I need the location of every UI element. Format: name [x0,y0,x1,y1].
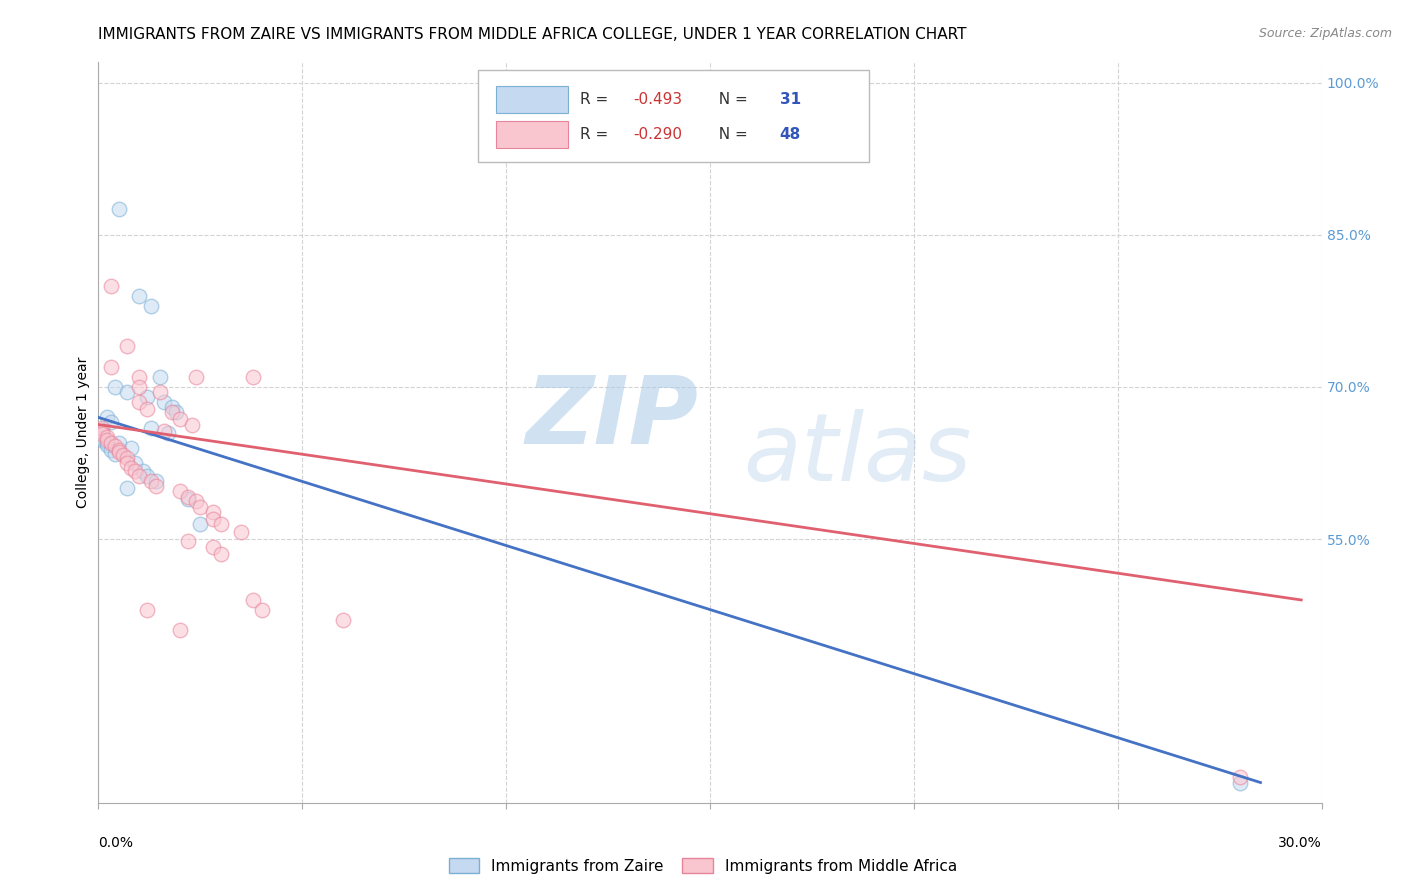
Point [177,534,200,549]
Text: -0.493: -0.493 [633,92,682,107]
FancyBboxPatch shape [478,70,869,162]
Point [108,445,131,459]
Point [136,402,159,417]
Point [115,385,138,400]
Text: Source: ZipAtlas.com: Source: ZipAtlas.com [1258,27,1392,40]
Text: 30.0%: 30.0% [1278,836,1322,850]
Text: R =: R = [581,127,613,142]
Point [1229,771,1251,785]
Text: R =: R = [581,92,613,107]
Point [242,369,264,384]
Point [332,613,354,627]
Point [115,482,138,496]
Point [108,202,131,217]
Point [209,516,232,531]
Point [132,464,155,478]
Point [124,456,146,470]
Point [100,278,122,293]
Point [169,412,191,426]
Point [96,435,118,450]
Point [231,524,253,539]
Point [120,441,142,455]
Point [136,469,159,483]
Point [128,380,150,394]
Point [160,405,183,419]
Point [100,442,122,457]
Text: 48: 48 [780,127,801,142]
Point [169,624,191,638]
Point [201,512,224,526]
Text: 0.0%: 0.0% [98,836,134,850]
Point [145,475,167,489]
Point [149,369,172,384]
Point [141,475,163,489]
Point [201,505,224,519]
Text: -0.290: -0.290 [633,127,682,142]
Point [149,385,172,400]
Point [108,435,131,450]
Point [108,442,131,457]
Text: ZIP: ZIP [526,372,699,464]
Point [120,461,142,475]
Point [136,390,159,404]
Point [128,369,150,384]
Text: atlas: atlas [742,409,972,500]
Point [128,469,150,483]
Point [104,439,127,453]
FancyBboxPatch shape [496,120,568,148]
Point [152,395,174,409]
Point [91,431,114,445]
FancyBboxPatch shape [496,86,568,113]
Text: N =: N = [709,92,752,107]
Point [186,493,208,508]
Point [145,479,167,493]
Point [188,516,212,531]
Y-axis label: College, Under 1 year: College, Under 1 year [76,357,90,508]
Point [111,448,134,462]
Point [209,547,232,561]
Text: N =: N = [709,127,752,142]
Point [100,416,122,430]
Point [188,500,212,514]
Point [104,380,127,394]
Point [91,425,114,439]
Point [91,433,114,447]
Point [96,438,118,452]
Point [115,456,138,470]
Legend: Immigrants from Zaire, Immigrants from Middle Africa: Immigrants from Zaire, Immigrants from M… [443,852,963,880]
Point [91,420,114,434]
Point [186,369,208,384]
Point [242,593,264,607]
Point [152,424,174,438]
Text: 31: 31 [780,92,801,107]
Text: IMMIGRANTS FROM ZAIRE VS IMMIGRANTS FROM MIDDLE AFRICA COLLEGE, UNDER 1 YEAR COR: IMMIGRANTS FROM ZAIRE VS IMMIGRANTS FROM… [98,27,967,42]
Point [250,603,273,617]
Point [181,417,204,432]
Point [141,420,163,434]
Point [136,603,159,617]
Point [169,484,191,499]
Point [100,435,122,450]
Point [165,405,187,419]
Point [91,425,114,440]
Point [124,464,146,478]
Point [115,339,138,353]
Point [128,395,150,409]
Point [177,491,200,506]
Point [104,447,127,461]
Point [96,433,118,447]
Point [156,425,179,440]
Point [91,426,114,441]
Point [115,450,138,465]
Point [201,540,224,554]
Point [141,299,163,313]
Point [160,401,183,415]
Point [1229,775,1251,789]
Point [177,490,200,504]
Point [100,359,122,374]
Point [96,410,118,425]
Point [96,430,118,444]
Point [128,289,150,303]
